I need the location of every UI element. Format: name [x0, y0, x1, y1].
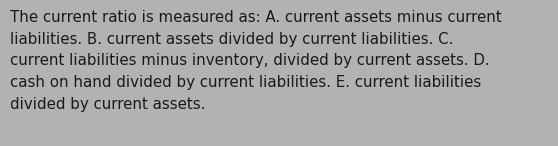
Text: The current ratio is measured as: A. current assets minus current
liabilities. B: The current ratio is measured as: A. cur…: [10, 10, 502, 112]
